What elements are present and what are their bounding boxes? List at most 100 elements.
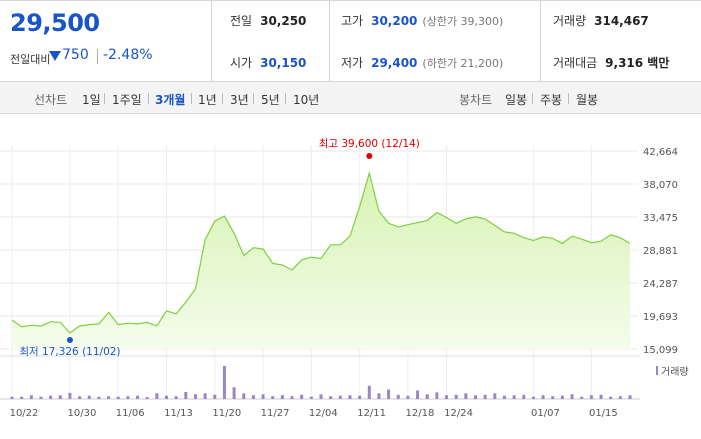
volume-bar [184, 391, 188, 399]
volume-bar [425, 394, 429, 399]
volume-bar [213, 394, 217, 399]
low-annotation: 최저 17,326 (11/02) [19, 346, 120, 358]
tab-3y[interactable]: 3년 [230, 93, 249, 107]
price-area [12, 173, 630, 349]
trade-amount: 거래대금 9,316 백만 [553, 54, 669, 71]
volume-bar [68, 392, 72, 399]
tab-daily-candle[interactable]: 일봉 [505, 93, 528, 107]
volume-bar [580, 396, 584, 399]
tab-1y[interactable]: 1년 [198, 93, 217, 107]
volume-bar [49, 395, 53, 399]
open-value: 30,150 [260, 56, 307, 70]
volume-bar [116, 396, 120, 399]
volume-bar [358, 395, 362, 399]
volume-bar [329, 396, 333, 399]
volume-bar [203, 393, 207, 399]
upper-limit: (상한가 39,300) [422, 15, 504, 28]
price-box: 29,500 전일대비 750 -2.48% [0, 1, 212, 81]
x-tick-label: 12/24 [444, 408, 473, 419]
volume-bar [570, 394, 574, 399]
volume-bar [97, 396, 101, 399]
volume-bar [435, 392, 439, 399]
high-price: 고가 30,200 (상한가 39,300) [341, 12, 503, 29]
volume-bar [628, 395, 632, 399]
x-tick-label: 01/15 [589, 408, 618, 419]
volume-bar [474, 395, 477, 399]
volume-bar [377, 393, 381, 399]
tab-divider [104, 93, 105, 104]
volume-bar [39, 396, 43, 399]
open-price: 시가 30,150 [230, 54, 306, 71]
tab-1d[interactable]: 1일 [82, 93, 101, 107]
prev-close-value: 30,250 [260, 14, 307, 28]
y-tick-label: 28,881 [643, 246, 678, 257]
volume-bar [300, 394, 304, 399]
tab-divider [253, 93, 254, 104]
volume-bar [261, 394, 265, 399]
amount-label: 거래대금 [553, 56, 598, 70]
volume-bar [290, 396, 294, 399]
volume-bar [599, 394, 603, 399]
y-tick-label: 42,664 [643, 147, 678, 158]
volume-bar [541, 395, 545, 399]
tab-divider [148, 93, 149, 104]
x-tick-label: 12/04 [309, 408, 338, 419]
volume-bar [319, 394, 323, 399]
price-line [11, 170, 631, 334]
tab-10y[interactable]: 10년 [293, 93, 320, 107]
volume-bar [126, 396, 130, 399]
volume-bar [29, 395, 33, 399]
tab-divider [285, 93, 286, 104]
volume-bar [445, 395, 449, 399]
low-label: 저가 [341, 56, 364, 70]
high-annotation: 최고 39,600 (12/14) [319, 138, 420, 150]
prev-close: 전일 30,250 [230, 12, 306, 29]
volume-bar [551, 396, 555, 399]
divider [329, 1, 330, 81]
volume-bar [271, 396, 275, 399]
candle-chart-label: 봉차트 [459, 93, 493, 107]
x-tick-label: 10/22 [10, 408, 39, 419]
low-price: 저가 29,400 (하한가 21,200) [341, 54, 503, 71]
prev-close-label: 전일 [230, 14, 253, 28]
volume-bar [145, 397, 149, 399]
volume-bar [493, 393, 497, 399]
tab-5y[interactable]: 5년 [261, 93, 280, 107]
volume-bar [174, 396, 178, 399]
volume-bar [232, 387, 236, 399]
line-chart-label: 선차트 [34, 93, 68, 107]
tab-1w[interactable]: 1주일 [112, 93, 142, 107]
volume-bar [589, 395, 593, 399]
volume-bar [309, 396, 313, 399]
volume-bar [107, 396, 111, 399]
high-label: 고가 [341, 14, 364, 28]
volume-legend-swatch [656, 366, 658, 375]
lower-limit: (하한가 21,200) [422, 57, 504, 70]
volume-bar [522, 394, 526, 399]
change-label: 전일대비 [10, 53, 51, 66]
volume-bar [338, 395, 342, 399]
y-tick-label: 19,693 [643, 312, 678, 323]
volume-bar [483, 394, 487, 399]
y-tick-label: 24,287 [643, 279, 678, 290]
chart-tab-bar: 선차트 1일 1주일 3개월 1년 3년 5년 10년 봉차트 일봉 주봉 월봉 [0, 82, 701, 114]
x-tick-label: 11/27 [261, 408, 290, 419]
volume-bar [87, 395, 91, 399]
tab-3m[interactable]: 3개월 [155, 93, 186, 107]
tab-divider [532, 93, 533, 104]
volume-bar [396, 394, 400, 399]
x-tick-label: 12/11 [357, 408, 386, 419]
down-triangle-icon [49, 51, 61, 61]
volume-bar [387, 389, 391, 399]
volume-bar [502, 395, 506, 399]
volume-bar [531, 396, 535, 399]
tab-monthly-candle[interactable]: 월봉 [576, 93, 599, 107]
volume-bar [454, 394, 458, 399]
volume-bar [560, 395, 564, 399]
change-percent: -2.48% [103, 47, 153, 63]
tab-divider [568, 93, 569, 104]
volume-bar [406, 395, 410, 399]
x-tick-label: 11/06 [116, 408, 145, 419]
tab-weekly-candle[interactable]: 주봉 [540, 93, 563, 107]
